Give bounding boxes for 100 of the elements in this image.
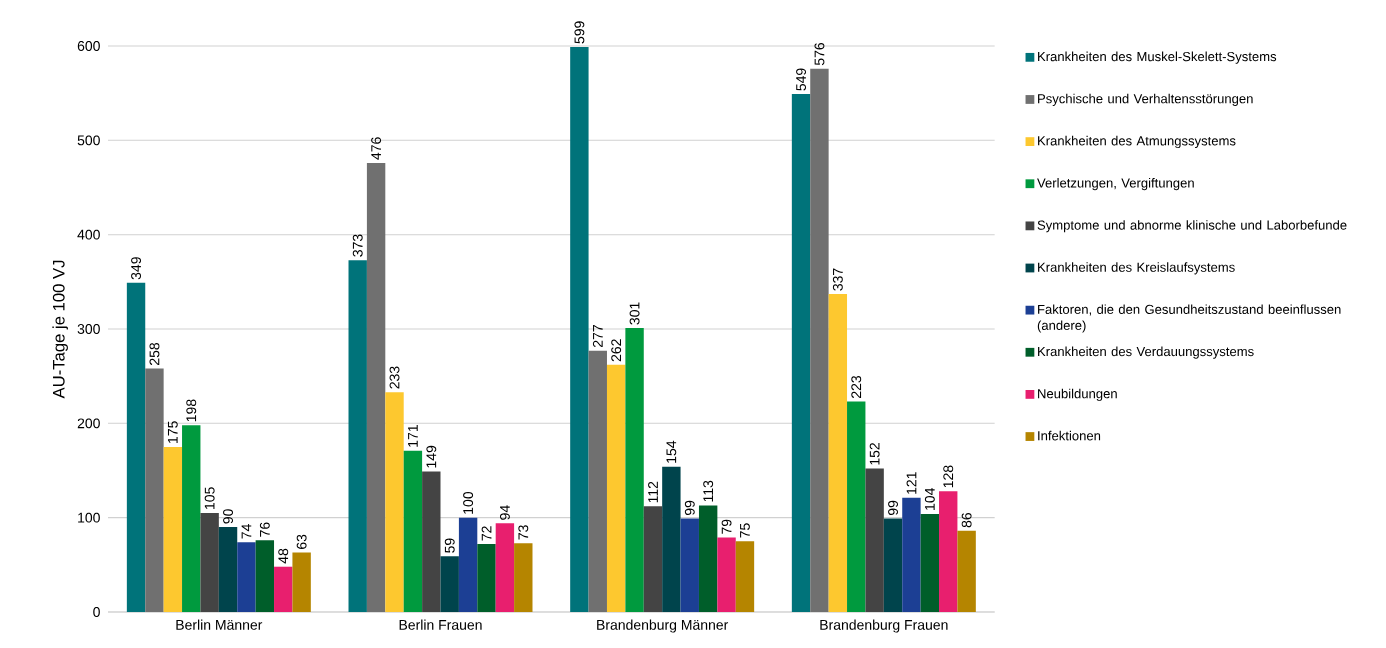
data-label: 349 xyxy=(131,257,142,280)
bar xyxy=(403,450,423,612)
data-label: 599 xyxy=(574,21,585,44)
data-label: 128 xyxy=(943,465,954,488)
y-tick-label: 200 xyxy=(77,418,100,429)
data-label: 79 xyxy=(721,519,732,534)
data-label: 100 xyxy=(463,491,474,514)
data-label: 154 xyxy=(666,440,677,463)
bar xyxy=(182,425,201,612)
bar xyxy=(458,517,478,612)
bar xyxy=(126,282,146,612)
legend-label: Verletzungen, Vergiftungen xyxy=(1037,178,1194,191)
data-label: 121 xyxy=(906,472,917,494)
bar xyxy=(662,466,681,612)
y-axis-title: AU-Tage je 100 VJ xyxy=(52,260,68,399)
bar xyxy=(514,543,533,612)
bar xyxy=(625,328,644,612)
bar xyxy=(366,162,386,612)
data-label: 262 xyxy=(611,339,622,362)
bar xyxy=(791,94,811,612)
data-label: 104 xyxy=(924,488,935,510)
data-label: 73 xyxy=(518,525,529,540)
y-tick-label: 500 xyxy=(77,135,100,146)
data-label: 76 xyxy=(259,522,270,537)
bar xyxy=(200,512,219,612)
data-label: 59 xyxy=(444,538,455,553)
data-label: 74 xyxy=(241,524,252,539)
legend-label: Krankheiten des Kreislaufsystems xyxy=(1038,262,1235,275)
legend-label: Krankheiten des Muskel-Skelett-Systems xyxy=(1038,51,1277,64)
bar xyxy=(643,506,663,612)
y-tick-label: 100 xyxy=(78,512,100,523)
bar xyxy=(237,542,256,612)
data-label: 476 xyxy=(371,137,382,160)
bar xyxy=(828,294,848,612)
bar xyxy=(883,518,903,612)
bar xyxy=(920,513,940,612)
y-tick-label: 300 xyxy=(77,324,100,334)
bar xyxy=(292,552,311,612)
legend-label: Faktoren, die den Gesundheitszustand beeinflussen (andere) xyxy=(1037,304,1341,333)
bar xyxy=(902,497,921,612)
legend-label: Psychische und Verhaltensstörungen xyxy=(1038,93,1253,106)
bar xyxy=(939,491,958,612)
data-label: 99 xyxy=(888,500,898,516)
bar xyxy=(957,530,976,612)
bar xyxy=(145,368,164,612)
bar xyxy=(698,505,718,612)
x-tick-label: Berlin Frauen xyxy=(399,619,482,630)
data-label: 258 xyxy=(149,342,160,365)
bar xyxy=(810,68,829,612)
bar xyxy=(606,364,626,612)
data-label: 86 xyxy=(961,512,972,528)
x-tick-label: Berlin Männer xyxy=(176,619,263,630)
data-label: 223 xyxy=(851,375,862,398)
data-label: 105 xyxy=(204,487,215,509)
bar xyxy=(495,523,515,612)
legend-label: Symptome und abnorme klinische und Laborbefunde xyxy=(1037,220,1347,233)
bar xyxy=(163,446,183,612)
data-label: 149 xyxy=(426,445,437,468)
data-label: 549 xyxy=(796,68,807,91)
data-label: 152 xyxy=(869,443,880,465)
bar xyxy=(274,566,293,612)
data-label: 171 xyxy=(408,425,418,447)
data-label: 72 xyxy=(481,526,492,541)
data-label: 233 xyxy=(389,366,400,389)
y-tick-label: 0 xyxy=(93,607,100,617)
bar xyxy=(847,401,866,612)
bar xyxy=(717,537,736,612)
bar xyxy=(735,541,755,612)
data-label: 373 xyxy=(352,234,363,257)
data-label: 90 xyxy=(223,509,233,524)
bar xyxy=(588,350,607,612)
bar xyxy=(570,46,589,612)
bar xyxy=(218,527,238,612)
bar xyxy=(440,556,459,612)
legend-label: Neubildungen xyxy=(1038,388,1117,401)
data-label: 198 xyxy=(186,399,197,422)
bar xyxy=(422,471,441,612)
bar xyxy=(680,518,699,612)
bar xyxy=(385,392,404,612)
data-label: 112 xyxy=(648,481,658,503)
x-tick-label: Brandenburg Frauen xyxy=(820,619,948,633)
y-tick-label: 400 xyxy=(77,229,100,240)
bar xyxy=(477,544,496,612)
legend-label: Krankheiten des Atmungssystems xyxy=(1038,135,1236,149)
data-label: 277 xyxy=(592,325,603,348)
data-label: 99 xyxy=(684,500,695,516)
data-label: 75 xyxy=(740,523,750,538)
data-label: 301 xyxy=(629,302,640,325)
y-tick-label: 600 xyxy=(77,41,100,51)
x-tick-label: Brandenburg Männer xyxy=(597,619,729,633)
data-label: 94 xyxy=(499,505,510,520)
bar xyxy=(255,540,275,612)
legend-label: Krankheiten des Verdauungssystems xyxy=(1038,346,1254,359)
data-label: 48 xyxy=(278,548,289,564)
legend-label: Infektionen xyxy=(1038,430,1101,441)
bar xyxy=(348,260,367,612)
data-label: 63 xyxy=(296,534,307,549)
data-label: 576 xyxy=(814,42,825,66)
bar xyxy=(865,468,884,612)
data-label: 337 xyxy=(832,268,843,291)
